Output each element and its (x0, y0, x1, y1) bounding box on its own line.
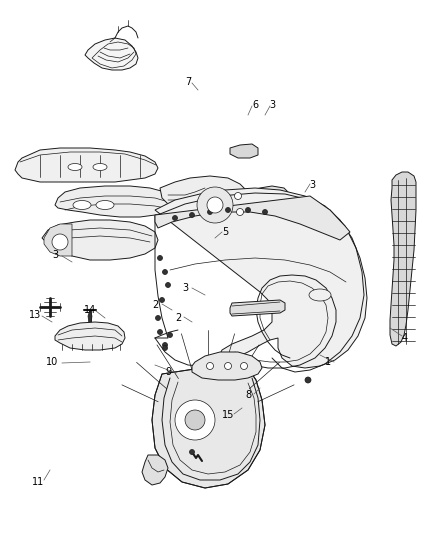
Text: 2: 2 (175, 313, 181, 323)
Text: 10: 10 (46, 357, 58, 367)
Text: 11: 11 (32, 477, 44, 487)
Circle shape (158, 255, 162, 261)
Circle shape (190, 213, 194, 217)
Polygon shape (42, 220, 158, 260)
Ellipse shape (93, 164, 107, 171)
Circle shape (237, 208, 244, 215)
Circle shape (225, 362, 232, 369)
Text: 5: 5 (222, 227, 228, 237)
Polygon shape (15, 148, 158, 182)
Circle shape (240, 362, 247, 369)
Polygon shape (44, 224, 72, 256)
Circle shape (185, 410, 205, 430)
Ellipse shape (309, 289, 331, 301)
Polygon shape (160, 176, 250, 230)
Circle shape (167, 333, 173, 337)
Circle shape (305, 377, 311, 383)
Circle shape (246, 207, 251, 213)
Circle shape (234, 192, 241, 199)
Circle shape (166, 282, 170, 287)
Polygon shape (55, 186, 180, 217)
Circle shape (162, 345, 167, 351)
Text: 3: 3 (269, 100, 275, 110)
Text: 14: 14 (84, 305, 96, 315)
Text: 6: 6 (252, 100, 258, 110)
Text: 15: 15 (222, 410, 234, 420)
Polygon shape (55, 322, 125, 350)
Text: 1: 1 (325, 357, 331, 367)
Circle shape (158, 329, 162, 335)
Circle shape (162, 343, 167, 348)
Circle shape (207, 197, 223, 213)
Ellipse shape (68, 164, 82, 171)
Circle shape (206, 362, 213, 369)
Text: 4: 4 (402, 333, 408, 343)
Text: 9: 9 (165, 367, 171, 377)
Polygon shape (85, 38, 138, 70)
Circle shape (162, 270, 167, 274)
Polygon shape (230, 300, 285, 316)
Polygon shape (248, 186, 288, 204)
Circle shape (155, 316, 160, 320)
Text: 3: 3 (309, 180, 315, 190)
Text: 7: 7 (185, 77, 191, 87)
Polygon shape (88, 310, 92, 326)
Polygon shape (230, 144, 258, 158)
Text: 2: 2 (152, 300, 158, 310)
Polygon shape (390, 172, 416, 346)
Circle shape (173, 215, 177, 221)
Circle shape (190, 449, 194, 455)
Polygon shape (155, 188, 367, 372)
Circle shape (208, 209, 212, 214)
Ellipse shape (73, 200, 91, 209)
Text: 3: 3 (52, 250, 58, 260)
Ellipse shape (96, 200, 114, 209)
Polygon shape (155, 196, 350, 240)
Polygon shape (142, 455, 168, 485)
Polygon shape (192, 352, 262, 380)
Circle shape (175, 400, 215, 440)
Circle shape (262, 209, 268, 214)
Text: 3: 3 (182, 283, 188, 293)
Circle shape (197, 187, 233, 223)
Circle shape (52, 234, 68, 250)
Text: 13: 13 (29, 310, 41, 320)
Circle shape (159, 297, 165, 303)
Text: 8: 8 (245, 390, 251, 400)
Polygon shape (152, 362, 265, 488)
Circle shape (226, 207, 230, 213)
